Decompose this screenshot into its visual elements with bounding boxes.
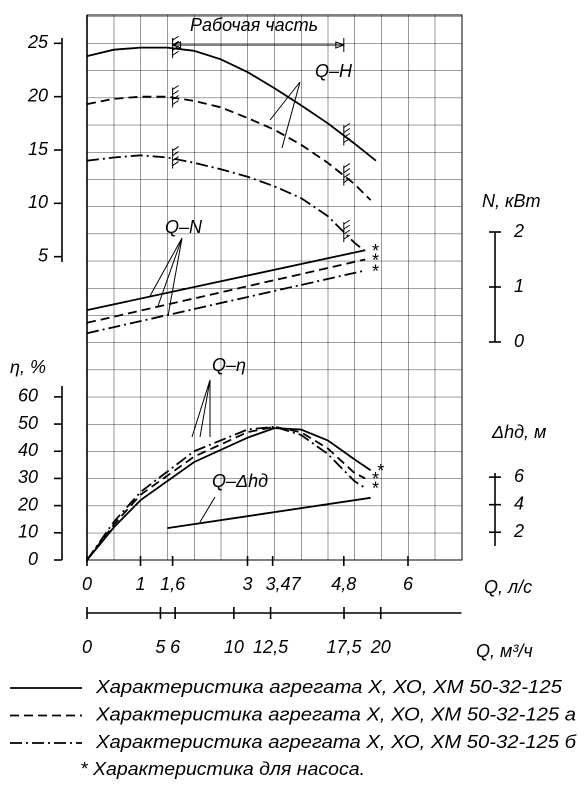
x2-tick-label: 6: [170, 637, 181, 657]
hatch: [172, 100, 179, 105]
tick-label: 20: [17, 494, 38, 514]
note: * Характеристика для насоса.: [80, 759, 365, 779]
tick-label: 40: [18, 440, 38, 460]
hatch: [343, 219, 351, 225]
tick-label: 4: [514, 493, 524, 513]
tick-label: 15: [28, 139, 49, 159]
pump-marker: *: [371, 241, 379, 261]
x-tick-label: 0: [82, 574, 92, 594]
hatch: [172, 95, 179, 100]
pump-marker: *: [371, 469, 379, 489]
curve-label: Q–H: [315, 61, 353, 81]
hatch: [172, 151, 179, 156]
pump-marker: *: [371, 261, 379, 281]
hatch: [343, 138, 351, 143]
tick-label: 5: [38, 245, 49, 265]
tick-label: 25: [27, 32, 49, 52]
x2-tick-label: 17,5: [326, 637, 362, 657]
x2-tick-label: 5: [155, 637, 166, 657]
tick-label: 1: [514, 276, 524, 296]
hatch: [172, 35, 179, 41]
tick-label: 2: [513, 521, 524, 541]
eta-axis-label: η, %: [10, 357, 46, 377]
tick-label: 50: [18, 413, 38, 433]
x-tick-label: 1: [135, 574, 145, 594]
legend-label: Характеристика агрегата Х, ХО, ХМ 50-32-…: [95, 704, 576, 724]
curve-label: Q–Δhд: [212, 471, 268, 491]
curve-label: Q–N: [165, 217, 203, 237]
leader-lines: [149, 81, 301, 523]
legend-label: Характеристика агрегата Х, ХО, ХМ 50-32-…: [95, 677, 563, 697]
hatch: [343, 133, 351, 138]
tick-label: 20: [27, 85, 48, 105]
x2-tick-label: 10: [224, 637, 244, 657]
hatch: [343, 168, 351, 174]
tick-label: 6: [514, 466, 525, 486]
hatch: [343, 173, 351, 179]
x2-axis-label: Q, м³/ч: [476, 641, 533, 661]
q-eta-curve: [86, 427, 372, 561]
tick-label: 2: [513, 221, 524, 241]
tick-label: 0: [28, 549, 38, 569]
x-tick-label: 6: [403, 574, 414, 594]
pump-marker: *: [377, 461, 385, 481]
hatch: [343, 224, 351, 230]
x2-tick-label: 20: [370, 637, 391, 657]
hatch: [172, 156, 179, 161]
pump-marker: *: [371, 479, 379, 499]
hatch: [343, 128, 351, 133]
curve-label: Q–η: [212, 355, 246, 375]
x-tick-label: 1,6: [160, 574, 186, 594]
hatch: [172, 161, 179, 166]
dh-axis-label: Δhд, м: [491, 422, 546, 442]
x-tick-label: 3,47: [266, 574, 302, 594]
hatch: [343, 123, 351, 128]
q-n-curve: [86, 249, 366, 311]
pump-marker: *: [371, 250, 379, 270]
x-tick-label: 3: [242, 574, 252, 594]
hatch: [343, 234, 351, 240]
x2-tick-label: 12,5: [253, 637, 289, 657]
q-n-curve: [86, 258, 366, 324]
tick-label: 30: [18, 467, 38, 487]
q-h-curve: [86, 154, 366, 253]
q-n-curve: [86, 269, 366, 335]
q-eta-curve: [86, 425, 366, 561]
q-h-curve: [86, 46, 377, 162]
hatch: [343, 163, 351, 169]
x-tick-label: 4,8: [331, 574, 356, 594]
hatch: [172, 90, 179, 95]
grid: [86, 14, 463, 561]
tick-label: 0: [514, 331, 524, 351]
q-h-curve: [86, 95, 372, 201]
hatch: [172, 50, 179, 56]
tick-label: 10: [18, 522, 38, 542]
x-axis-label: Q, л/с: [484, 577, 532, 597]
x2-tick-label: 0: [82, 637, 92, 657]
tick-label: 10: [28, 192, 48, 212]
working-part-label: Рабочая часть: [190, 15, 318, 35]
working-part-bracket: [171, 38, 346, 52]
tick-label: 60: [18, 386, 38, 406]
legend-label: Характеристика агрегата Х, ХО, ХМ 50-32-…: [95, 732, 577, 752]
hatch: [343, 178, 351, 184]
q-dh-curve: [167, 496, 371, 529]
hatch: [343, 229, 351, 235]
legend: Характеристика агрегата Х, ХО, ХМ 50-32-…: [10, 677, 577, 752]
hatch: [172, 85, 179, 90]
hatch: [172, 146, 179, 151]
q-eta-curve: [86, 425, 366, 561]
n-axis-label: N, кВт: [482, 191, 541, 211]
